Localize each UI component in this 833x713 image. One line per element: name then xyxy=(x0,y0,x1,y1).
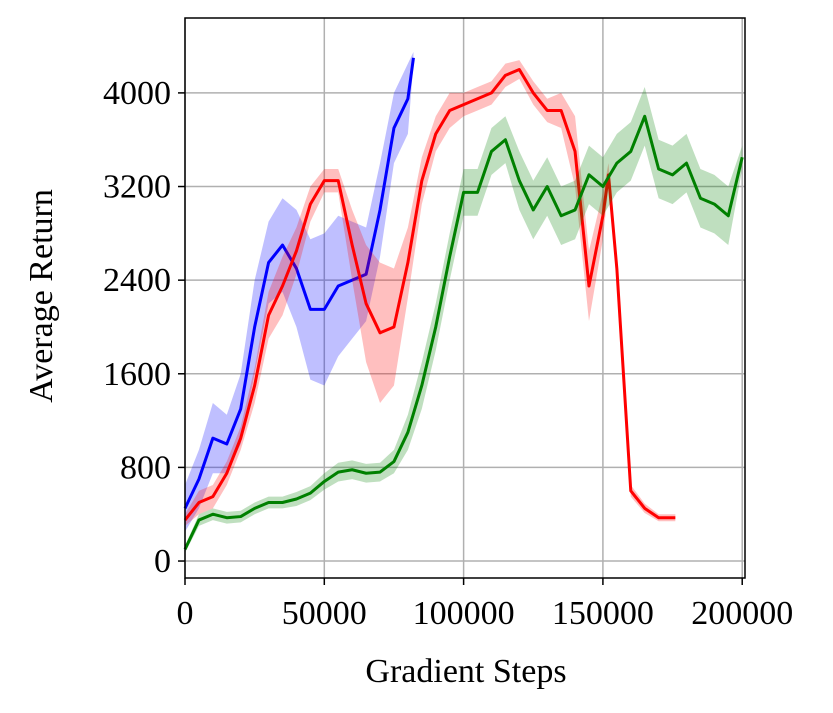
x-tick-label: 200000 xyxy=(691,595,793,632)
y-tick-label: 2400 xyxy=(103,262,171,299)
x-tick-label: 150000 xyxy=(552,595,654,632)
y-tick-label: 4000 xyxy=(103,75,171,112)
y-tick-label: 3200 xyxy=(103,169,171,206)
x-axis-label: Gradient Steps xyxy=(365,653,566,690)
y-tick-label: 0 xyxy=(154,543,171,580)
line xyxy=(183,67,676,522)
y-axis-label: Average Return xyxy=(23,189,60,403)
y-tick-label: 800 xyxy=(120,449,171,486)
x-tick-label: 100000 xyxy=(413,595,515,632)
line xyxy=(183,57,415,510)
plot-frame xyxy=(184,17,746,579)
line xyxy=(183,114,744,550)
error-band xyxy=(185,51,414,532)
error-band xyxy=(185,87,743,553)
y-tick-label: 1600 xyxy=(103,356,171,393)
x-tick-label: 50000 xyxy=(282,595,367,632)
x-tick-label: 0 xyxy=(177,595,194,632)
